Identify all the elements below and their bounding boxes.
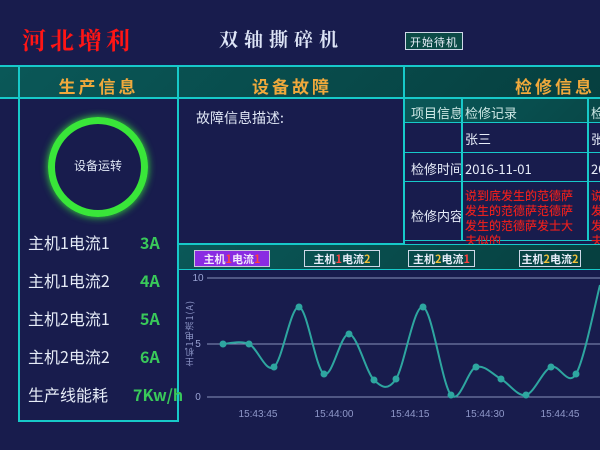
svg-text:15:43:45: 15:43:45 [239, 409, 278, 420]
svg-text:15:44:45: 15:44:45 [541, 409, 580, 420]
svg-text:15:44:30: 15:44:30 [466, 409, 505, 420]
svg-text:0: 0 [195, 392, 201, 403]
svg-text:15:44:15: 15:44:15 [391, 409, 430, 420]
svg-text:5: 5 [195, 339, 201, 350]
svg-text:15:44:00: 15:44:00 [315, 409, 354, 420]
svg-text:10: 10 [192, 273, 204, 284]
